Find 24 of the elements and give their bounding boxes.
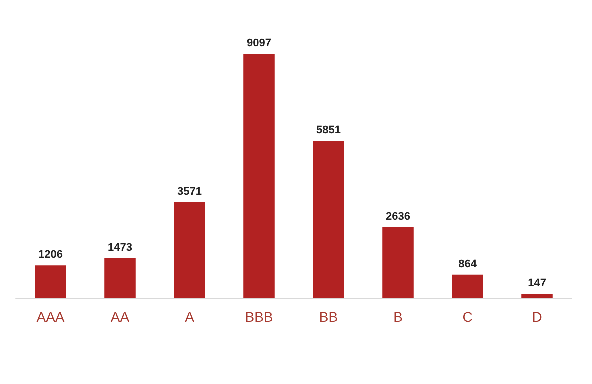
data-label: 864 — [458, 258, 478, 270]
x-tick-label: AAA — [36, 309, 66, 325]
bar — [104, 258, 136, 298]
bar — [174, 202, 206, 298]
bar — [522, 294, 553, 298]
bar — [35, 266, 66, 298]
x-tick-label: A — [185, 309, 196, 325]
data-label: 147 — [528, 278, 546, 290]
data-label: 3571 — [178, 186, 202, 198]
bar — [382, 227, 414, 298]
x-tick-label: D — [532, 309, 542, 325]
x-tick-label: AA — [110, 309, 130, 325]
data-label: 9097 — [247, 38, 272, 50]
x-tick-label: C — [462, 309, 473, 325]
data-label: 2636 — [386, 210, 410, 223]
data-label: 1206 — [38, 249, 63, 262]
x-tick-label: BB — [319, 309, 338, 325]
data-label: 1473 — [108, 242, 132, 254]
bar — [244, 54, 275, 298]
x-tick-label: B — [394, 309, 403, 325]
bar — [452, 274, 484, 298]
bar — [313, 141, 344, 298]
x-tick-label: BBB — [245, 309, 274, 325]
data-label: 5851 — [316, 124, 341, 137]
